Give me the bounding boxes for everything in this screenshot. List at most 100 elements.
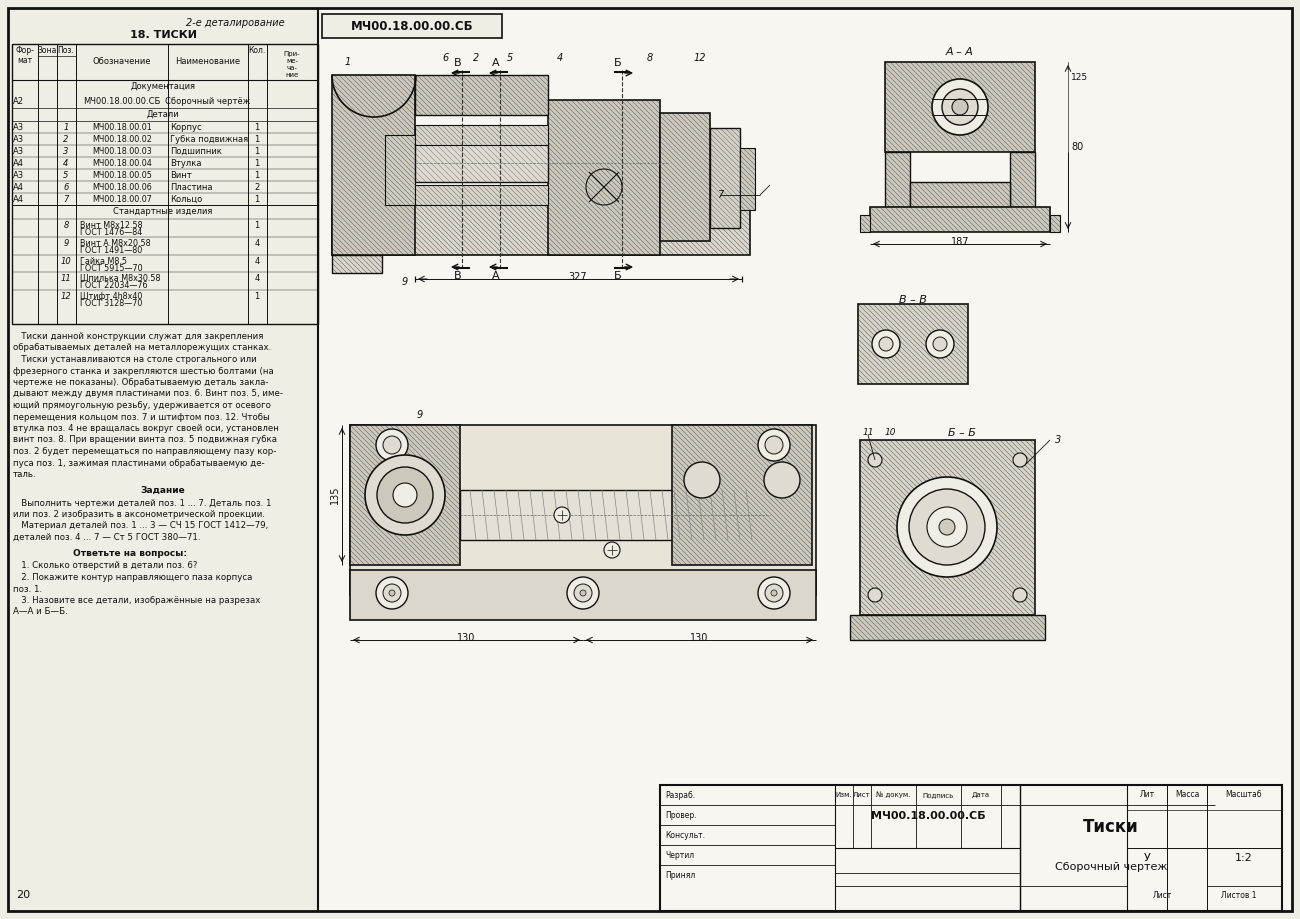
Text: А—А и Б—Б.: А—А и Б—Б. bbox=[13, 607, 68, 617]
Bar bbox=[861, 440, 1035, 615]
Text: 5: 5 bbox=[507, 53, 514, 63]
Text: Задание: Задание bbox=[140, 485, 186, 494]
Bar bbox=[861, 440, 1035, 615]
Text: 1: 1 bbox=[255, 134, 260, 143]
Bar bbox=[350, 570, 816, 620]
Bar bbox=[350, 425, 816, 595]
Bar bbox=[870, 207, 1050, 232]
Bar bbox=[332, 205, 750, 255]
Bar bbox=[861, 215, 870, 232]
Text: 2: 2 bbox=[473, 53, 480, 63]
Bar bbox=[549, 100, 660, 255]
Bar bbox=[350, 425, 460, 565]
Text: 130: 130 bbox=[456, 633, 476, 643]
Bar bbox=[332, 395, 835, 625]
Text: Сборочный чертёж: Сборочный чертёж bbox=[165, 97, 251, 107]
Bar bbox=[660, 113, 710, 241]
Circle shape bbox=[927, 507, 967, 547]
Text: Винт: Винт bbox=[170, 171, 192, 180]
Circle shape bbox=[909, 489, 985, 565]
Text: 7: 7 bbox=[64, 195, 69, 203]
Bar bbox=[858, 304, 968, 384]
Bar bbox=[549, 100, 660, 255]
Bar bbox=[910, 182, 1010, 207]
Text: 11: 11 bbox=[61, 274, 72, 283]
Text: 130: 130 bbox=[690, 633, 709, 643]
Circle shape bbox=[365, 455, 445, 535]
Bar bbox=[415, 143, 549, 182]
Text: Гайка М8.5: Гайка М8.5 bbox=[81, 257, 127, 266]
Text: Корпус: Корпус bbox=[170, 123, 202, 132]
Circle shape bbox=[868, 453, 881, 467]
Bar bbox=[415, 185, 549, 205]
Text: Подшипник: Подшипник bbox=[170, 147, 222, 156]
Bar bbox=[385, 135, 415, 205]
Text: Лит: Лит bbox=[1139, 790, 1154, 799]
Bar bbox=[660, 113, 710, 241]
Text: 9: 9 bbox=[417, 410, 422, 420]
Bar bbox=[332, 255, 382, 273]
Text: Тиски: Тиски bbox=[1083, 818, 1139, 836]
Bar bbox=[861, 215, 870, 232]
Text: 1: 1 bbox=[344, 57, 351, 67]
Text: 1: 1 bbox=[255, 195, 260, 203]
Text: 80: 80 bbox=[1071, 142, 1083, 152]
Text: Ответьте на вопросы:: Ответьте на вопросы: bbox=[73, 549, 187, 558]
Bar bbox=[415, 75, 549, 115]
Text: Изм.: Изм. bbox=[836, 792, 853, 798]
Bar bbox=[1050, 215, 1060, 232]
Text: Масштаб: Масштаб bbox=[1226, 790, 1262, 799]
Bar bbox=[385, 135, 415, 205]
Circle shape bbox=[932, 79, 988, 135]
Text: 1. Сколько отверстий в детали поз. 6?: 1. Сколько отверстий в детали поз. 6? bbox=[13, 562, 198, 571]
Bar bbox=[332, 205, 750, 255]
Circle shape bbox=[764, 584, 783, 602]
Text: 3: 3 bbox=[1056, 435, 1061, 445]
Text: таль.: таль. bbox=[13, 470, 36, 479]
Text: Листов 1: Листов 1 bbox=[1221, 891, 1257, 900]
Bar bbox=[885, 62, 1035, 152]
Circle shape bbox=[758, 429, 790, 461]
Bar bbox=[318, 8, 1292, 911]
Circle shape bbox=[575, 584, 592, 602]
Circle shape bbox=[758, 577, 790, 609]
Text: А3: А3 bbox=[13, 147, 25, 156]
Circle shape bbox=[879, 337, 893, 351]
Circle shape bbox=[580, 590, 586, 596]
Text: А: А bbox=[493, 271, 499, 281]
Text: 9: 9 bbox=[402, 277, 408, 287]
Text: 327: 327 bbox=[568, 272, 588, 282]
Text: 1: 1 bbox=[255, 158, 260, 167]
Text: А3: А3 bbox=[13, 135, 25, 144]
Bar bbox=[332, 255, 382, 273]
Text: Тиски данной конструкции служат для закрепления: Тиски данной конструкции служат для закр… bbox=[13, 332, 264, 341]
Circle shape bbox=[868, 588, 881, 602]
Bar bbox=[740, 148, 755, 210]
Text: Зона: Зона bbox=[38, 46, 57, 55]
Bar bbox=[332, 75, 415, 255]
Text: МЧ00.18.00.01: МЧ00.18.00.01 bbox=[92, 122, 152, 131]
Text: Тиски устанавливаются на столе строгального или: Тиски устанавливаются на столе строгальн… bbox=[13, 355, 257, 364]
Text: При-
ме-
ча-
ние: При- ме- ча- ние bbox=[283, 51, 300, 78]
Text: винт поз. 8. При вращении винта поз. 5 подвижная губка: винт поз. 8. При вращении винта поз. 5 п… bbox=[13, 436, 277, 445]
Bar bbox=[850, 615, 1045, 640]
Text: В: В bbox=[454, 271, 462, 281]
Text: Винт А.М8х20.58: Винт А.М8х20.58 bbox=[81, 239, 151, 248]
Text: 1:2: 1:2 bbox=[1235, 853, 1253, 863]
Bar bbox=[12, 44, 318, 324]
Text: А: А bbox=[493, 58, 499, 68]
Text: МЧ00.18.00.07: МЧ00.18.00.07 bbox=[92, 195, 152, 203]
Circle shape bbox=[942, 89, 978, 125]
Text: поз. 1.: поз. 1. bbox=[13, 584, 42, 594]
Bar bbox=[672, 425, 812, 565]
Bar bbox=[460, 490, 760, 540]
Bar bbox=[885, 62, 1035, 152]
Text: 135: 135 bbox=[330, 486, 341, 505]
Bar bbox=[415, 75, 549, 115]
Bar bbox=[415, 125, 549, 145]
Text: Подпись: Подпись bbox=[923, 792, 954, 798]
Text: 5: 5 bbox=[64, 171, 69, 179]
Bar bbox=[332, 255, 382, 273]
Bar bbox=[910, 182, 1010, 207]
Text: ющий прямоугольную резьбу, удерживается от осевого: ющий прямоугольную резьбу, удерживается … bbox=[13, 401, 270, 410]
